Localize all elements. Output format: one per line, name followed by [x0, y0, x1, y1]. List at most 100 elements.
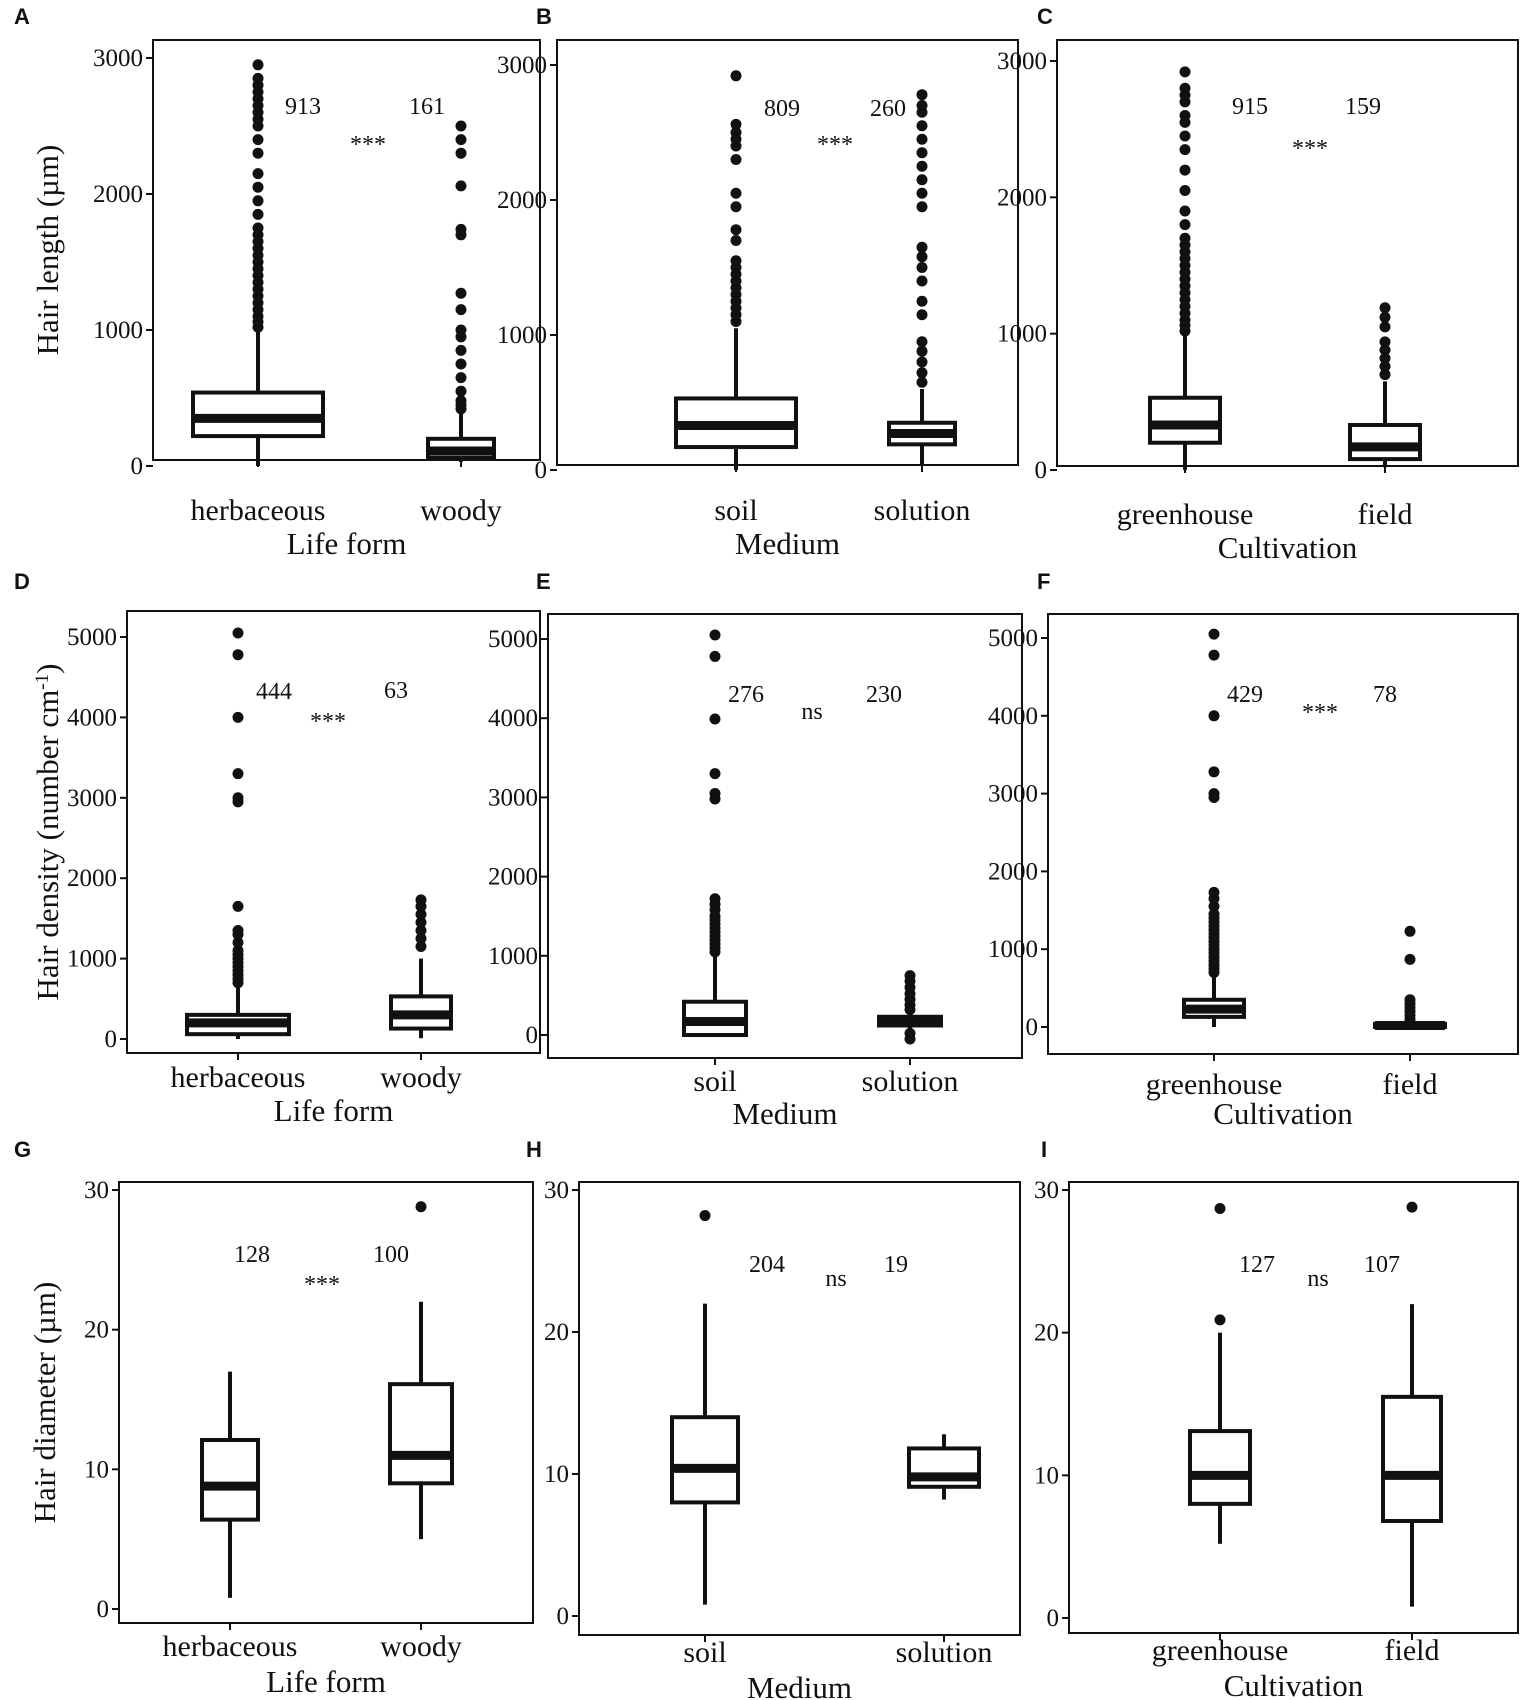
- x-tick-label: herbaceous: [171, 1061, 306, 1094]
- plot-frame: [1068, 1181, 1519, 1634]
- plot-frame: [578, 1181, 1021, 1636]
- outlier-point: [709, 713, 721, 725]
- y-tick-label: 4000: [988, 703, 1038, 730]
- outlier-point: [232, 937, 244, 949]
- outlier-point: [232, 900, 244, 912]
- outlier-point: [415, 1201, 427, 1213]
- outlier-point: [916, 367, 928, 379]
- panel-a: A 0 1000 2000 3000 herbaceous 913 woody 161 *** Li…: [14, 4, 541, 561]
- outlier-point: [916, 275, 928, 287]
- sample-size-label: 915: [1232, 94, 1268, 120]
- significance-label: ***: [304, 1272, 340, 1298]
- outlier-point: [1179, 219, 1191, 231]
- outlier-point: [916, 147, 928, 159]
- iqr-box: [200, 1438, 260, 1522]
- outlier-point: [455, 134, 467, 146]
- panel-letter: I: [1041, 1137, 1047, 1162]
- y-tick-label: 3000: [67, 785, 117, 812]
- panel-letter: D: [14, 569, 30, 594]
- sample-size-label: 128: [234, 1242, 270, 1268]
- outlier-point: [455, 324, 467, 336]
- outlier-point: [232, 711, 244, 723]
- outlier-point: [1379, 321, 1391, 333]
- box-woody: [389, 894, 453, 1039]
- outlier-point: [709, 650, 721, 662]
- y-tick-label: 0: [1047, 1605, 1060, 1632]
- box-solution: [907, 1434, 981, 1500]
- sample-size-label: 260: [870, 96, 906, 122]
- outlier-point: [709, 893, 721, 905]
- iqr-box: [1148, 395, 1222, 445]
- outlier-point: [1404, 925, 1416, 937]
- outlier-point: [1208, 649, 1220, 661]
- outlier-point: [730, 201, 742, 213]
- outlier-point: [415, 916, 427, 928]
- y-tick-label: 0: [526, 1022, 539, 1049]
- x-tick-label: field: [1385, 1634, 1440, 1667]
- outlier-point: [1179, 205, 1191, 217]
- outlier-point: [916, 201, 928, 213]
- outlier-point: [252, 208, 264, 220]
- outlier-point: [455, 358, 467, 370]
- y-tick-label: 3000: [488, 784, 538, 811]
- outlier-point: [252, 168, 264, 180]
- outlier-point: [916, 120, 928, 132]
- outlier-point: [916, 174, 928, 186]
- outlier-point: [455, 372, 467, 384]
- significance-label: ns: [825, 1266, 846, 1292]
- outlier-point: [916, 251, 928, 263]
- outlier-point: [730, 154, 742, 165]
- x-axis-label: Cultivation: [1218, 530, 1358, 565]
- outlier-point: [1379, 344, 1391, 356]
- iqr-box: [1188, 1429, 1252, 1506]
- outlier-point: [1406, 1201, 1418, 1213]
- y-tick-label: 3000: [497, 52, 547, 79]
- box-field: [1381, 1201, 1443, 1607]
- sample-size-label: 429: [1227, 682, 1263, 708]
- y-tick-label: 0: [1026, 1014, 1039, 1041]
- outlier-point: [916, 160, 928, 172]
- box-soil: [682, 629, 748, 1038]
- panel-letter: F: [1037, 569, 1050, 594]
- outlier-point: [1179, 110, 1191, 122]
- x-tick-label: soil: [683, 1636, 726, 1669]
- y-tick-label: 0: [535, 457, 548, 484]
- outlier-point: [730, 235, 742, 246]
- y-tick-label: 2000: [497, 187, 547, 214]
- significance-label: ns: [1307, 1266, 1328, 1292]
- outlier-point: [415, 908, 427, 920]
- x-tick-label: field: [1358, 498, 1413, 531]
- panel-letter: C: [1037, 4, 1053, 29]
- outlier-point: [252, 134, 264, 146]
- x-tick-label: herbaceous: [163, 1630, 298, 1663]
- outlier-point: [1179, 185, 1191, 197]
- box-solution: [887, 89, 957, 466]
- outlier-point: [916, 356, 928, 368]
- outlier-point: [1208, 886, 1220, 898]
- outlier-point: [1179, 144, 1191, 156]
- y-tick-label: 5000: [988, 625, 1038, 652]
- sample-size-label: 19: [884, 1252, 908, 1278]
- x-axis-label: Medium: [732, 1096, 837, 1131]
- panel-h: H 0 10 20 30 soil 204 solution 19 ns Medium: [526, 1137, 1021, 1700]
- outlier-point: [415, 933, 427, 944]
- outlier-point: [1404, 953, 1416, 965]
- outlier-point: [455, 147, 467, 159]
- y-tick-label: 2000: [93, 181, 143, 208]
- outlier-point: [1208, 628, 1220, 640]
- outlier-point: [916, 241, 928, 253]
- panel-letter: E: [536, 569, 551, 594]
- y-tick-label: 3000: [93, 45, 143, 72]
- sample-size-label: 276: [728, 682, 764, 708]
- sample-size-label: 913: [285, 94, 321, 120]
- outlier-point: [730, 187, 742, 199]
- outlier-point: [916, 262, 928, 273]
- box-herbaceous: [191, 59, 325, 466]
- plot-frame: [118, 1181, 534, 1624]
- x-axis-label: Cultivation: [1213, 1096, 1353, 1131]
- x-axis-label: Life form: [274, 1093, 394, 1128]
- panel-letter: H: [526, 1137, 542, 1162]
- outlier-point: [252, 222, 264, 234]
- outlier-point: [455, 395, 467, 407]
